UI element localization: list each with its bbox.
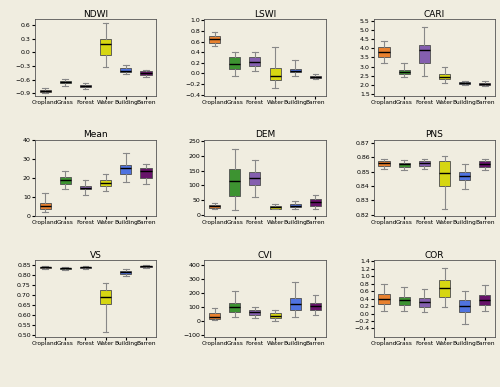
PathPatch shape [290, 69, 301, 72]
Title: COR: COR [424, 251, 444, 260]
PathPatch shape [120, 68, 132, 72]
PathPatch shape [398, 70, 410, 74]
PathPatch shape [270, 313, 280, 319]
PathPatch shape [480, 161, 490, 167]
PathPatch shape [80, 186, 91, 190]
PathPatch shape [40, 267, 50, 268]
PathPatch shape [378, 46, 390, 58]
PathPatch shape [250, 172, 260, 185]
PathPatch shape [398, 297, 410, 305]
PathPatch shape [209, 36, 220, 43]
PathPatch shape [439, 280, 450, 297]
PathPatch shape [80, 267, 91, 268]
PathPatch shape [378, 161, 390, 166]
PathPatch shape [60, 177, 71, 184]
PathPatch shape [80, 85, 91, 87]
PathPatch shape [398, 163, 410, 167]
PathPatch shape [250, 310, 260, 315]
PathPatch shape [480, 83, 490, 85]
PathPatch shape [310, 75, 321, 78]
PathPatch shape [290, 204, 301, 207]
PathPatch shape [229, 303, 240, 312]
PathPatch shape [40, 203, 50, 209]
PathPatch shape [209, 205, 220, 208]
PathPatch shape [480, 295, 490, 305]
PathPatch shape [439, 74, 450, 79]
PathPatch shape [60, 268, 71, 269]
PathPatch shape [250, 58, 260, 66]
Title: CVI: CVI [258, 251, 272, 260]
PathPatch shape [459, 171, 470, 180]
PathPatch shape [310, 303, 321, 310]
PathPatch shape [140, 72, 151, 75]
PathPatch shape [209, 313, 220, 319]
PathPatch shape [270, 68, 280, 80]
Title: DEM: DEM [255, 130, 275, 139]
PathPatch shape [40, 90, 50, 92]
PathPatch shape [310, 199, 321, 207]
PathPatch shape [140, 266, 151, 267]
PathPatch shape [419, 45, 430, 63]
PathPatch shape [60, 81, 71, 83]
Title: Mean: Mean [83, 130, 108, 139]
PathPatch shape [229, 58, 240, 69]
PathPatch shape [100, 290, 111, 304]
PathPatch shape [100, 39, 111, 55]
PathPatch shape [229, 169, 240, 195]
PathPatch shape [100, 180, 111, 186]
PathPatch shape [419, 161, 430, 166]
PathPatch shape [419, 298, 430, 307]
PathPatch shape [459, 300, 470, 312]
Title: NDWI: NDWI [83, 10, 108, 19]
PathPatch shape [120, 271, 132, 274]
Title: VS: VS [90, 251, 102, 260]
PathPatch shape [120, 165, 132, 174]
PathPatch shape [378, 294, 390, 304]
PathPatch shape [270, 206, 280, 209]
PathPatch shape [290, 298, 301, 310]
Title: LSWI: LSWI [254, 10, 276, 19]
PathPatch shape [459, 82, 470, 84]
PathPatch shape [140, 168, 151, 178]
Title: PNS: PNS [426, 130, 444, 139]
PathPatch shape [439, 161, 450, 186]
Title: CARI: CARI [424, 10, 445, 19]
